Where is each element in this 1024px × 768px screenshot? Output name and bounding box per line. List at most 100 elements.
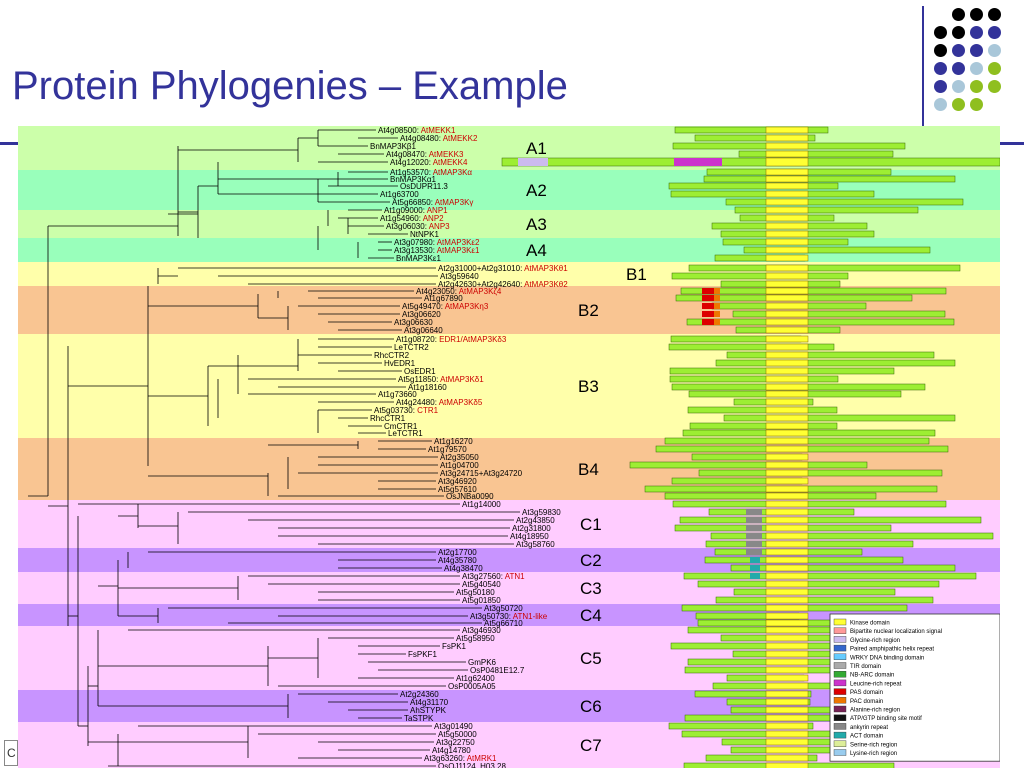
kinase-domain: [765, 492, 809, 500]
kinase-domain: [765, 674, 809, 682]
decor-dot: [952, 8, 965, 21]
leaf-label: AhSTYPK: [410, 706, 447, 715]
kinase-domain: [765, 264, 809, 272]
leaf-label: At3g07980: AtMAP3Kε2: [394, 238, 480, 247]
group-label: A4: [526, 241, 547, 260]
group-label: C6: [580, 697, 602, 716]
leaf-label: CmCTR1: [384, 422, 418, 431]
leaf-label: At1g79570: [428, 445, 467, 454]
act-domain: [750, 557, 760, 563]
group-label: A3: [526, 215, 547, 234]
kinase-domain: [765, 690, 809, 698]
leaf-label: At2g42630+At2g42640: AtMAP3Kθ2: [438, 280, 568, 289]
pas-domain: [702, 288, 714, 294]
kinase-domain: [765, 182, 809, 190]
pas-domain: [702, 303, 714, 309]
kinase-domain: [765, 642, 809, 650]
kinase-domain: [765, 698, 809, 706]
kinase-domain: [765, 556, 809, 564]
decor-dot: [952, 26, 965, 39]
kinase-domain: [765, 230, 809, 238]
kinase-domain: [765, 730, 809, 738]
group-label: B3: [578, 377, 599, 396]
protein-bar: [715, 359, 956, 367]
group-label: B1: [626, 265, 647, 284]
leaf-label: At1g67890: [424, 294, 463, 303]
leaf-label: BnMAP3Kα1: [390, 175, 437, 184]
leaf-label: At5g66710: [484, 619, 523, 628]
leaf-label: At5g50180: [456, 588, 495, 597]
group-label: B4: [578, 460, 599, 479]
protein-bar: [686, 318, 955, 326]
leaf-label: At4g08500: AtMEKK1: [378, 126, 456, 135]
kinase-domain: [765, 335, 809, 343]
kinase-domain: [765, 619, 809, 627]
legend-item-label: PAC domain: [850, 699, 883, 705]
decor-dot: [952, 44, 965, 57]
kinase-domain: [765, 254, 809, 262]
kinase-domain: [765, 445, 809, 453]
kinase-domain: [765, 746, 809, 754]
kinase-domain: [765, 134, 809, 142]
decor-dot: [952, 62, 965, 75]
protein-bar: [730, 564, 956, 572]
protein-bar: [672, 500, 947, 508]
protein-bar: [733, 588, 896, 596]
leaf-label: At3g22750: [436, 738, 475, 747]
leaf-label: OsEDR1: [404, 367, 436, 376]
decor-dot: [970, 98, 983, 111]
legend-item-label: Serine-rich region: [850, 742, 897, 748]
kinase-domain: [765, 666, 809, 674]
act-domain: [750, 565, 760, 571]
decor-dot: [934, 26, 947, 39]
leaf-label: At5g50000: [438, 730, 477, 739]
legend-item-label: ankyrin repeat: [850, 725, 888, 731]
leaf-label: At1g08720: EDR1/AtMAP3Kδ3: [396, 335, 507, 344]
leaf-label: At4g35780: [438, 556, 477, 565]
group-label: C7: [580, 736, 602, 755]
leaf-label: OsP0005A05: [448, 682, 496, 691]
legend-item-label: Glycine-rich region: [850, 638, 900, 644]
kinase-domain: [765, 214, 809, 222]
legend-swatch: [833, 697, 847, 704]
kinase-domain: [765, 453, 809, 461]
leaf-label: FsPKF1: [408, 650, 437, 659]
leaf-label: At3g27560: ATN1: [462, 572, 525, 581]
kinase-domain: [765, 612, 809, 620]
kinase-domain: [765, 477, 809, 485]
leaf-label: OsDUPR11.3: [400, 182, 448, 191]
protein-bar: [668, 182, 839, 190]
decor-dot: [988, 62, 1001, 75]
protein-bar: [738, 150, 894, 158]
kinase-domain: [765, 294, 809, 302]
legend-swatch: [833, 671, 847, 678]
leaf-label: OsOJ1124_H03.28: [438, 762, 506, 768]
protein-bar: [669, 375, 839, 383]
leaf-label: At4g24480: AtMAP3Kδ5: [396, 398, 483, 407]
kinase-domain: [765, 548, 809, 556]
kinase-domain: [765, 461, 809, 469]
ankyrin-repeat: [746, 541, 762, 547]
decor-dot: [988, 80, 1001, 93]
group-label: C3: [580, 579, 602, 598]
leaf-label: At3g01490: [434, 722, 473, 731]
leaf-label: At2g24360: [400, 690, 439, 699]
kinase-domain: [765, 706, 809, 714]
kinase-domain: [765, 414, 809, 422]
leaf-label: At5g40540: [462, 580, 501, 589]
protein-bar: [629, 461, 868, 469]
protein-bar: [687, 406, 838, 414]
kinase-domain: [765, 302, 809, 310]
kinase-domain: [765, 564, 809, 572]
protein-bar: [703, 175, 956, 183]
kinase-domain: [765, 596, 809, 604]
pac-domain: [714, 295, 720, 301]
leaf-label: At3g46920: [438, 477, 477, 486]
kinase-domain: [765, 157, 809, 167]
legend-swatch: [833, 688, 847, 695]
legend-swatch: [833, 723, 847, 730]
leaf-label: At3g50730: ATN1-like: [470, 612, 548, 621]
legend-swatch: [833, 714, 847, 721]
protein-bar: [671, 272, 849, 280]
leaf-label: At4g08470: AtMEKK3: [386, 150, 464, 159]
